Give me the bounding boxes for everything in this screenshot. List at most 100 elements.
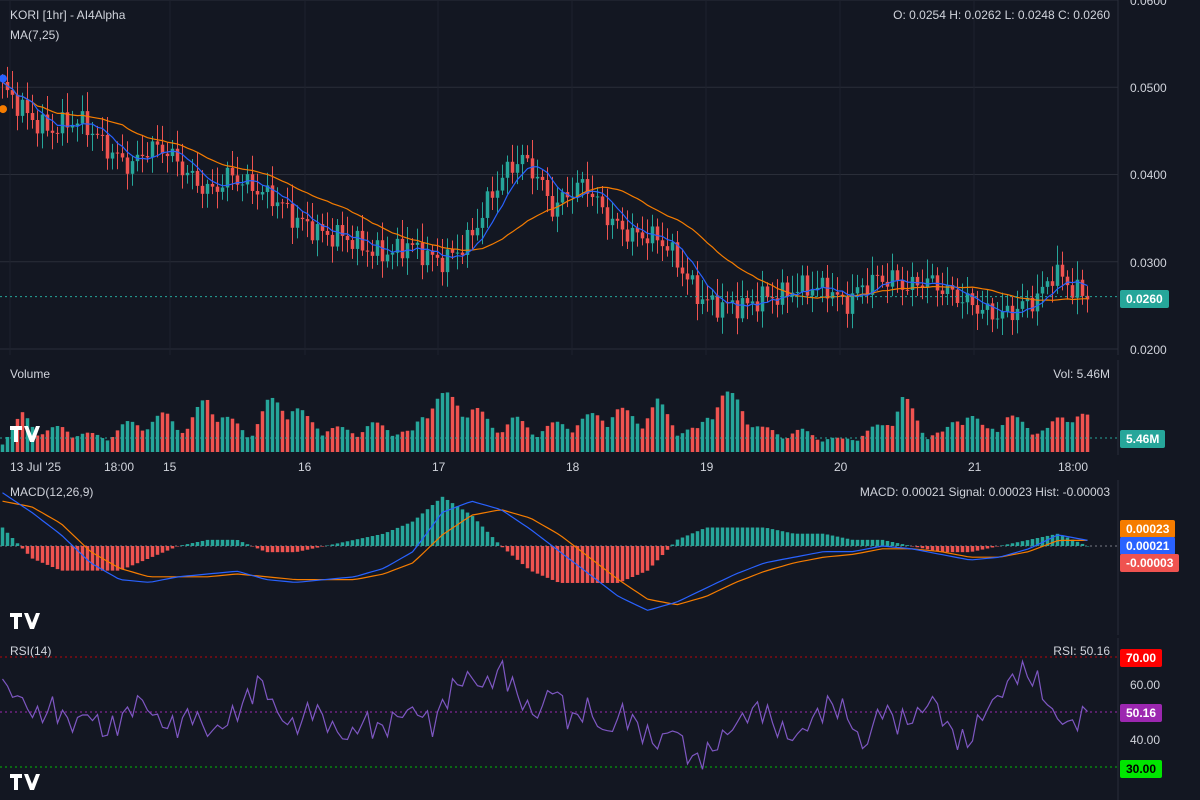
volume-bar <box>600 420 605 452</box>
macd-histogram-bar <box>340 542 345 546</box>
volume-bar <box>410 430 415 452</box>
macd-histogram-bar <box>440 496 445 546</box>
volume-bar <box>230 418 235 452</box>
volume-chart[interactable] <box>0 360 1200 455</box>
candle-body <box>125 157 130 174</box>
volume-bar <box>700 421 705 452</box>
candle-body <box>495 190 500 198</box>
macd-histogram-bar <box>1045 535 1050 546</box>
candle-body <box>245 174 250 185</box>
candle-body <box>175 148 180 162</box>
candle-body <box>500 177 505 191</box>
volume-bar <box>800 428 805 452</box>
volume-bar <box>425 418 430 452</box>
volume-bar <box>660 404 665 452</box>
candle-body <box>970 293 975 306</box>
macd-histogram-bar <box>800 533 805 546</box>
candle-body <box>325 230 330 235</box>
macd-histogram-bar <box>760 527 765 546</box>
macd-pane[interactable]: MACD(12,26,9) MACD: 0.00021 Signal: 0.00… <box>0 480 1200 635</box>
macd-histogram-bar <box>395 527 400 546</box>
macd-histogram-bar <box>1075 541 1080 546</box>
price-pane[interactable]: KORI [1hr] - AI4Alpha MA(7,25) O: 0.0254… <box>0 0 1200 357</box>
candle-body <box>515 164 520 173</box>
volume-bar <box>785 438 790 452</box>
volume-bar <box>100 438 105 452</box>
candle-body <box>105 134 110 159</box>
volume-bar <box>825 439 830 452</box>
macd-histogram-bar <box>435 500 440 546</box>
volume-bar <box>320 435 325 452</box>
candle-body <box>1000 311 1005 319</box>
volume-bar <box>990 428 995 452</box>
candle-body <box>780 282 785 305</box>
volume-bar <box>475 407 480 452</box>
candle-body <box>285 202 290 204</box>
volume-bar <box>180 432 185 452</box>
volume-bar <box>1040 430 1045 452</box>
macd-histogram-bar <box>690 533 695 546</box>
volume-bar <box>760 426 765 452</box>
volume-bar <box>1025 428 1030 452</box>
candle-body <box>750 301 755 304</box>
volume-bar <box>170 421 175 452</box>
volume-bar <box>680 433 685 452</box>
volume-bar <box>605 426 610 452</box>
candle-body <box>140 154 145 157</box>
volume-bar <box>520 421 525 452</box>
volume-bar <box>540 431 545 452</box>
macd-line <box>2 492 1088 611</box>
volume-pane[interactable]: Volume Vol: 5.46M 5.46M <box>0 360 1200 455</box>
candle-body <box>555 202 560 217</box>
macd-chart[interactable] <box>0 480 1200 635</box>
volume-bar <box>160 412 165 452</box>
macd-histogram-bar <box>670 544 675 546</box>
volume-bar <box>930 435 935 452</box>
price-chart[interactable] <box>0 0 1200 355</box>
macd-histogram-bar <box>930 546 935 551</box>
macd-histogram-bar <box>675 539 680 546</box>
rsi-pane[interactable]: RSI(14) RSI: 50.16 70.00 60.00 50.16 40.… <box>0 638 1200 800</box>
candle-body <box>130 161 135 174</box>
volume-bar <box>580 418 585 452</box>
candle-body <box>760 286 765 312</box>
rsi-chart[interactable] <box>0 638 1200 800</box>
macd-histogram-bar <box>1020 541 1025 546</box>
candle-body <box>635 227 640 233</box>
macd-histogram-bar <box>685 535 690 546</box>
candle-body <box>705 299 710 301</box>
macd-histogram-bar <box>920 546 925 549</box>
volume-bar <box>80 433 85 452</box>
macd-histogram-bar <box>525 546 530 569</box>
volume-bar <box>105 440 110 452</box>
candle-body <box>1080 279 1085 296</box>
volume-bar <box>635 423 640 452</box>
candle-body <box>545 179 550 196</box>
candle-body <box>720 302 725 318</box>
candle-body <box>1045 281 1050 287</box>
volume-bar <box>400 431 405 452</box>
macd-histogram-bar <box>400 525 405 546</box>
macd-histogram-bar <box>755 527 760 546</box>
candle-body <box>70 125 75 128</box>
candle-body <box>985 303 990 310</box>
macd-histogram-bar <box>545 546 550 578</box>
volume-bar <box>835 437 840 452</box>
candle-body <box>455 252 460 254</box>
macd-histogram-bar <box>650 546 655 566</box>
macd-histogram-bar <box>935 546 940 552</box>
candle-body <box>770 297 775 299</box>
macd-histogram-bar <box>345 541 350 546</box>
candle-body <box>930 275 935 279</box>
macd-histogram-bar <box>270 546 275 553</box>
macd-histogram-bar <box>120 546 125 570</box>
candle-body <box>165 153 170 157</box>
volume-bar <box>765 427 770 452</box>
candle-body <box>210 183 215 187</box>
candle-body <box>470 229 475 236</box>
macd-histogram-bar <box>235 540 240 546</box>
volume-bar <box>330 428 335 452</box>
macd-histogram-bar <box>220 539 225 546</box>
volume-bar <box>55 425 60 452</box>
volume-bar <box>480 411 485 452</box>
